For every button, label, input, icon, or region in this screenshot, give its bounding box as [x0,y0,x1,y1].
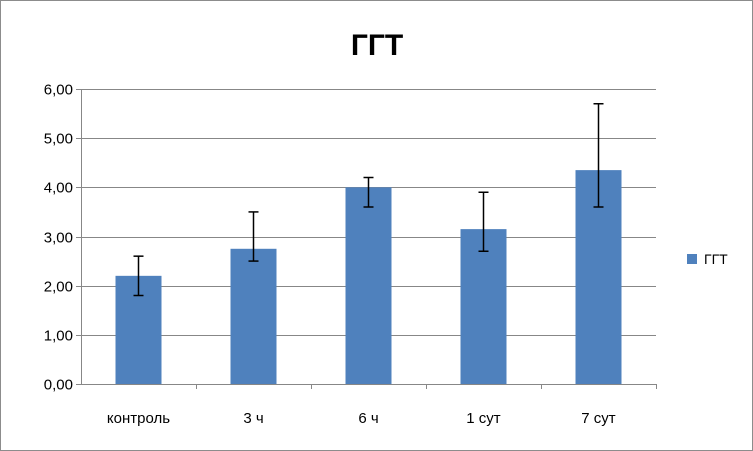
y-tick-label: 4,00 [44,180,73,197]
error-bar [593,103,604,208]
x-category-label: 1 сут [466,410,501,427]
x-category-label: 6 ч [358,410,378,427]
bar [345,187,392,384]
error-bar [133,255,144,297]
bar [230,248,277,384]
legend: ГГТ [687,251,728,267]
y-tick-label: 1,00 [44,328,73,345]
legend-label: ГГТ [704,251,728,267]
y-tick-label: 3,00 [44,230,73,247]
y-tick-label: 6,00 [44,82,73,99]
x-category-label: контроль [107,410,170,427]
error-bar [363,176,374,208]
legend-swatch [687,254,697,264]
x-category-label: 3 ч [243,410,263,427]
y-axis-tick-labels: 0,00 1,00 2,00 3,00 4,00 5,00 6,00 [44,82,73,394]
chart-title: ГГТ [351,29,403,62]
x-axis-category-labels: контроль 3 ч 6 ч 1 сут 7 сут [107,410,616,427]
error-bar [248,211,259,262]
error-bars [133,103,604,297]
error-bar [478,191,489,252]
y-tick-label: 2,00 [44,279,73,296]
bars [115,170,622,384]
y-tick-label: 0,00 [44,377,73,394]
y-tick-label: 5,00 [44,131,73,148]
axes [81,89,657,385]
bar [460,229,507,384]
x-category-label: 7 сут [581,410,616,427]
